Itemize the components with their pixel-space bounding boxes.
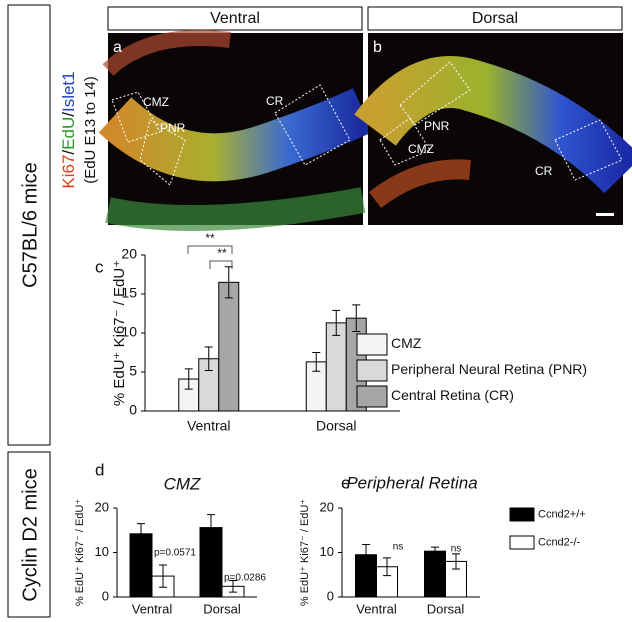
- legend-swatch: [356, 333, 388, 356]
- panel-label: d: [95, 460, 104, 479]
- legend-label: Ccnd2-/-: [538, 536, 581, 548]
- y-tick-label: 5: [129, 363, 137, 379]
- y-axis-label: % EdU⁺ Ki67⁻ / EdU⁺: [299, 499, 311, 606]
- header: Dorsal: [472, 10, 518, 27]
- annotation: ns: [451, 544, 462, 555]
- annotation: **: [205, 231, 215, 245]
- error-bar: [207, 514, 215, 541]
- significance-bracket: [187, 245, 233, 254]
- x-tick-label: Dorsal: [316, 418, 356, 434]
- micrograph: b PNR CMZ CR: [354, 33, 632, 225]
- x-tick-label: Ventral: [187, 418, 231, 434]
- annotation: p=0.0571: [154, 548, 196, 559]
- y-axis-label: % EdU⁺ Ki67⁻ / EdU⁺: [111, 260, 128, 406]
- y-tick-label: 20: [121, 246, 137, 262]
- chart-title: Peripheral Retina: [346, 473, 477, 492]
- legend-swatch: [356, 359, 388, 382]
- region-label: CMZ: [143, 95, 169, 109]
- x-tick-label: Dorsal: [203, 601, 241, 616]
- bar: [325, 322, 347, 412]
- legend-swatch: [356, 385, 388, 408]
- panel-label: e: [341, 473, 350, 492]
- y-tick-label: 10: [121, 324, 137, 340]
- error-bar: [312, 352, 321, 372]
- stain-label: Ki67/EdU/Islet1: [59, 71, 78, 188]
- header-box: [107, 6, 363, 31]
- annotation: **: [217, 246, 227, 260]
- stain-note: (EdU E13 to 14): [82, 76, 99, 184]
- legend-label: Ccnd2+/+: [538, 508, 586, 520]
- header-box: [367, 6, 623, 31]
- x-tick-label: Ventral: [356, 601, 397, 616]
- y-tick-label: 15: [121, 285, 137, 301]
- error-bar: [332, 309, 341, 336]
- region-label: CR: [266, 94, 284, 108]
- y-tick-label: 0: [129, 402, 137, 418]
- significance-bracket: [209, 260, 233, 269]
- region-label: PNR: [160, 121, 186, 135]
- row-box: [7, 4, 51, 446]
- x-tick-label: Dorsal: [427, 601, 465, 616]
- bar: [218, 281, 240, 412]
- y-tick-label: 20: [320, 499, 334, 514]
- y-tick-label: 10: [95, 544, 109, 559]
- panel-label: c: [95, 257, 104, 276]
- error-bar: [452, 553, 460, 570]
- error-bar: [383, 557, 391, 577]
- micrograph: a CMZ PNR CR: [98, 30, 374, 231]
- stain-part: /: [59, 150, 78, 155]
- bar: [424, 550, 446, 598]
- y-tick-label: 0: [327, 588, 334, 603]
- x-tick-label: Ventral: [132, 601, 173, 616]
- error-bar: [224, 266, 233, 299]
- stain-part: /: [59, 112, 78, 117]
- region-label: CR: [535, 164, 553, 178]
- header: Ventral: [210, 10, 260, 27]
- error-bar: [431, 546, 439, 556]
- region-label: PNR: [424, 119, 450, 133]
- row-label: C57BL/6 mice: [19, 162, 41, 288]
- panel-label: a: [113, 39, 122, 56]
- y-tick-label: 10: [320, 544, 334, 559]
- error-bar: [184, 368, 193, 390]
- error-bar: [137, 523, 145, 545]
- stain-part: Islet1: [59, 71, 78, 112]
- row-label: Cyclin D2 mice: [19, 468, 41, 601]
- stain-part: EdU: [59, 117, 78, 150]
- annotation: ns: [393, 542, 404, 553]
- y-axis-label: % EdU⁺ Ki67⁻ / EdU⁺: [74, 499, 86, 606]
- stain-part: Ki67: [59, 155, 78, 189]
- panel-label: b: [373, 39, 382, 56]
- error-bar: [204, 346, 213, 371]
- y-tick-label: 20: [95, 499, 109, 514]
- legend-label: Central Retina (CR): [391, 387, 514, 403]
- row-box: [7, 451, 51, 618]
- error-bar: [362, 543, 370, 566]
- error-bar: [229, 580, 237, 593]
- legend-label: CMZ: [391, 335, 422, 351]
- legend-swatch: [509, 507, 535, 522]
- chart-title: CMZ: [164, 474, 201, 493]
- legend-swatch: [509, 535, 535, 550]
- y-tick-label: 0: [102, 588, 109, 603]
- legend-label: Peripheral Neural Retina (PNR): [391, 361, 587, 377]
- error-bar: [352, 304, 361, 332]
- annotation: p=0.0286: [224, 573, 266, 584]
- error-bar: [159, 564, 167, 588]
- region-label: CMZ: [408, 142, 434, 156]
